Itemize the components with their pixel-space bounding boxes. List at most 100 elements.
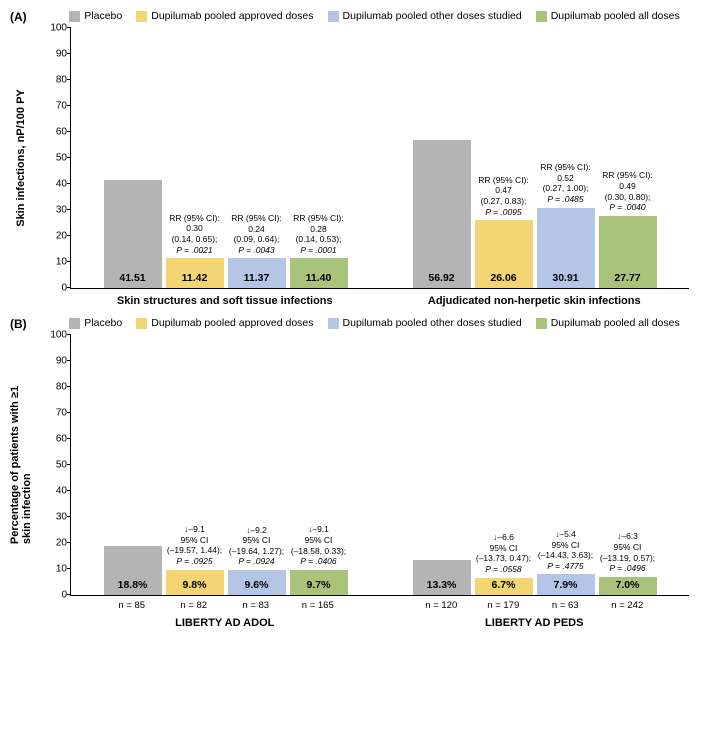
y-tick-label: 50 xyxy=(56,153,67,164)
bar-annotation: RR (95% CI):0.47(0.27, 0.83);P = .0095 xyxy=(478,175,529,218)
n-group: n = 85n = 82n = 83n = 165 xyxy=(70,600,380,611)
x-group-label: Skin structures and soft tissue infectio… xyxy=(70,295,380,307)
panel-b: (B) PlaceboDupilumab pooled approved dos… xyxy=(10,317,699,629)
y-tick-mark xyxy=(67,183,71,184)
y-tick-mark xyxy=(67,360,71,361)
y-tick-label: 70 xyxy=(56,101,67,112)
legend-b: PlaceboDupilumab pooled approved dosesDu… xyxy=(50,317,699,329)
bar: 6.7% xyxy=(475,578,533,595)
y-tick-label: 40 xyxy=(56,179,67,190)
y-tick-label: 0 xyxy=(61,283,67,294)
bar-value: 30.91 xyxy=(552,272,578,284)
bar-value: 13.3% xyxy=(427,579,457,591)
n-value: n = 63 xyxy=(535,600,595,611)
y-tick-label: 0 xyxy=(61,590,67,601)
bar-annotation: RR (95% CI):0.28(0.14, 0.53);P = .0001 xyxy=(293,213,344,256)
y-tick-label: 100 xyxy=(50,23,67,34)
bar-wrap: ↓–5.495% CI(–14.43, 3.63);P = .47757.9% xyxy=(536,335,596,595)
y-tick-label: 100 xyxy=(50,330,67,341)
bar-annotation: ↓–5.495% CI(–14.43, 3.63);P = .4775 xyxy=(538,529,593,572)
legend-label: Dupilumab pooled other doses studied xyxy=(343,10,522,22)
bar-wrap: ↓–6.695% CI(–13.73, 0.47);P = .0558 6.7% xyxy=(474,335,534,595)
y-tick-label: 50 xyxy=(56,460,67,471)
legend-item: Dupilumab pooled all doses xyxy=(536,10,680,22)
legend-swatch xyxy=(328,11,339,22)
x-group-label: LIBERTY AD ADOL xyxy=(70,617,380,629)
bar-annotation: RR (95% CI):0.49(0.30, 0.80);P = .0040 xyxy=(602,170,653,213)
y-tick-mark xyxy=(67,386,71,387)
bar-value: 9.7% xyxy=(307,579,331,591)
legend-swatch xyxy=(536,11,547,22)
y-tick-label: 90 xyxy=(56,356,67,367)
bar-value: 11.42 xyxy=(182,272,208,284)
n-value: n = 242 xyxy=(597,600,657,611)
bar: 30.91 xyxy=(537,208,595,288)
y-tick-mark xyxy=(67,334,71,335)
y-tick-label: 20 xyxy=(56,538,67,549)
y-tick-label: 10 xyxy=(56,564,67,575)
legend-item: Dupilumab pooled other doses studied xyxy=(328,10,522,22)
bar-group: 18.8%↓–9.195% CI(–19.57, 1.44);P = .0925… xyxy=(71,335,380,595)
bar: 11.37 xyxy=(228,258,286,288)
bar-wrap: RR (95% CI):0.52(0.27, 1.00);P = .0485 30… xyxy=(536,28,596,288)
bar-annotation: ↓–6.695% CI(–13.73, 0.47);P = .0558 xyxy=(476,532,531,575)
bar: 7.9% xyxy=(537,574,595,595)
y-tick-mark xyxy=(67,157,71,158)
bar-group: 41.51RR (95% CI):0.30(0.14, 0.65);P = .0… xyxy=(71,28,380,288)
bar: 18.8% xyxy=(104,546,162,595)
bar-value: 27.77 xyxy=(614,272,640,284)
bar-wrap: 56.92 xyxy=(412,28,472,288)
n-group: n = 120n = 179n = 63n = 242 xyxy=(380,600,690,611)
bar-group: 56.92RR (95% CI):0.47(0.27, 0.83);P = .0… xyxy=(380,28,689,288)
n-value: n = 179 xyxy=(473,600,533,611)
y-tick-label: 30 xyxy=(56,512,67,523)
y-tick-mark xyxy=(67,261,71,262)
legend-item: Dupilumab pooled approved doses xyxy=(136,317,313,329)
n-value: n = 120 xyxy=(411,600,471,611)
y-tick-label: 30 xyxy=(56,205,67,216)
legend-swatch xyxy=(136,318,147,329)
y-tick-mark xyxy=(67,464,71,465)
bar-annotation: RR (95% CI):0.24(0.09, 0.64);P = .0043 xyxy=(231,213,282,256)
bar-wrap: RR (95% CI):0.24(0.09, 0.64);P = .0043 11… xyxy=(227,28,287,288)
legend-a: PlaceboDupilumab pooled approved dosesDu… xyxy=(50,10,699,22)
panel-a-label: (A) xyxy=(10,10,27,24)
y-tick-mark xyxy=(67,287,71,288)
groups-a: 41.51RR (95% CI):0.30(0.14, 0.65);P = .0… xyxy=(71,28,689,288)
bar-wrap: RR (95% CI):0.28(0.14, 0.53);P = .0001 11… xyxy=(289,28,349,288)
y-tick-mark xyxy=(67,542,71,543)
chart-a: Skin infections, nP/100 PY 0102030405060… xyxy=(70,28,689,289)
bar-wrap: ↓–6.395% CI(–13.19, 0.57);P = .04967.0% xyxy=(598,335,658,595)
legend-label: Dupilumab pooled approved doses xyxy=(151,317,313,329)
y-tick-mark xyxy=(67,105,71,106)
y-tick-mark xyxy=(67,412,71,413)
bar-value: 11.37 xyxy=(244,272,270,284)
y-tick-mark xyxy=(67,27,71,28)
legend-swatch xyxy=(136,11,147,22)
bar-value: 9.8% xyxy=(183,579,207,591)
x-group-label: LIBERTY AD PEDS xyxy=(380,617,690,629)
y-tick-mark xyxy=(67,235,71,236)
y-tick-mark xyxy=(67,53,71,54)
groups-b: 18.8%↓–9.195% CI(–19.57, 1.44);P = .0925… xyxy=(71,335,689,595)
y-tick-label: 20 xyxy=(56,231,67,242)
legend-item: Dupilumab pooled approved doses xyxy=(136,10,313,22)
legend-swatch xyxy=(69,318,80,329)
y-tick-mark xyxy=(67,516,71,517)
bar-annotation: RR (95% CI):0.52(0.27, 1.00);P = .0485 xyxy=(540,162,591,205)
bar-value: 11.40 xyxy=(306,272,332,284)
y-tick-label: 60 xyxy=(56,434,67,445)
xlabels-a: Skin structures and soft tissue infectio… xyxy=(70,295,689,307)
bar-wrap: ↓–9.195% CI(–19.57, 1.44);P = .09259.8% xyxy=(165,335,225,595)
bar-wrap: RR (95% CI):0.30(0.14, 0.65);P = .002111… xyxy=(165,28,225,288)
legend-label: Dupilumab pooled all doses xyxy=(551,10,680,22)
bar: 41.51 xyxy=(104,180,162,288)
bar: 13.3% xyxy=(413,560,471,595)
y-tick-label: 10 xyxy=(56,257,67,268)
y-tick-label: 40 xyxy=(56,486,67,497)
legend-item: Dupilumab pooled all doses xyxy=(536,317,680,329)
bar: 11.40 xyxy=(290,258,348,288)
legend-item: Dupilumab pooled other doses studied xyxy=(328,317,522,329)
bar: 9.8% xyxy=(166,570,224,595)
y-tick-mark xyxy=(67,209,71,210)
